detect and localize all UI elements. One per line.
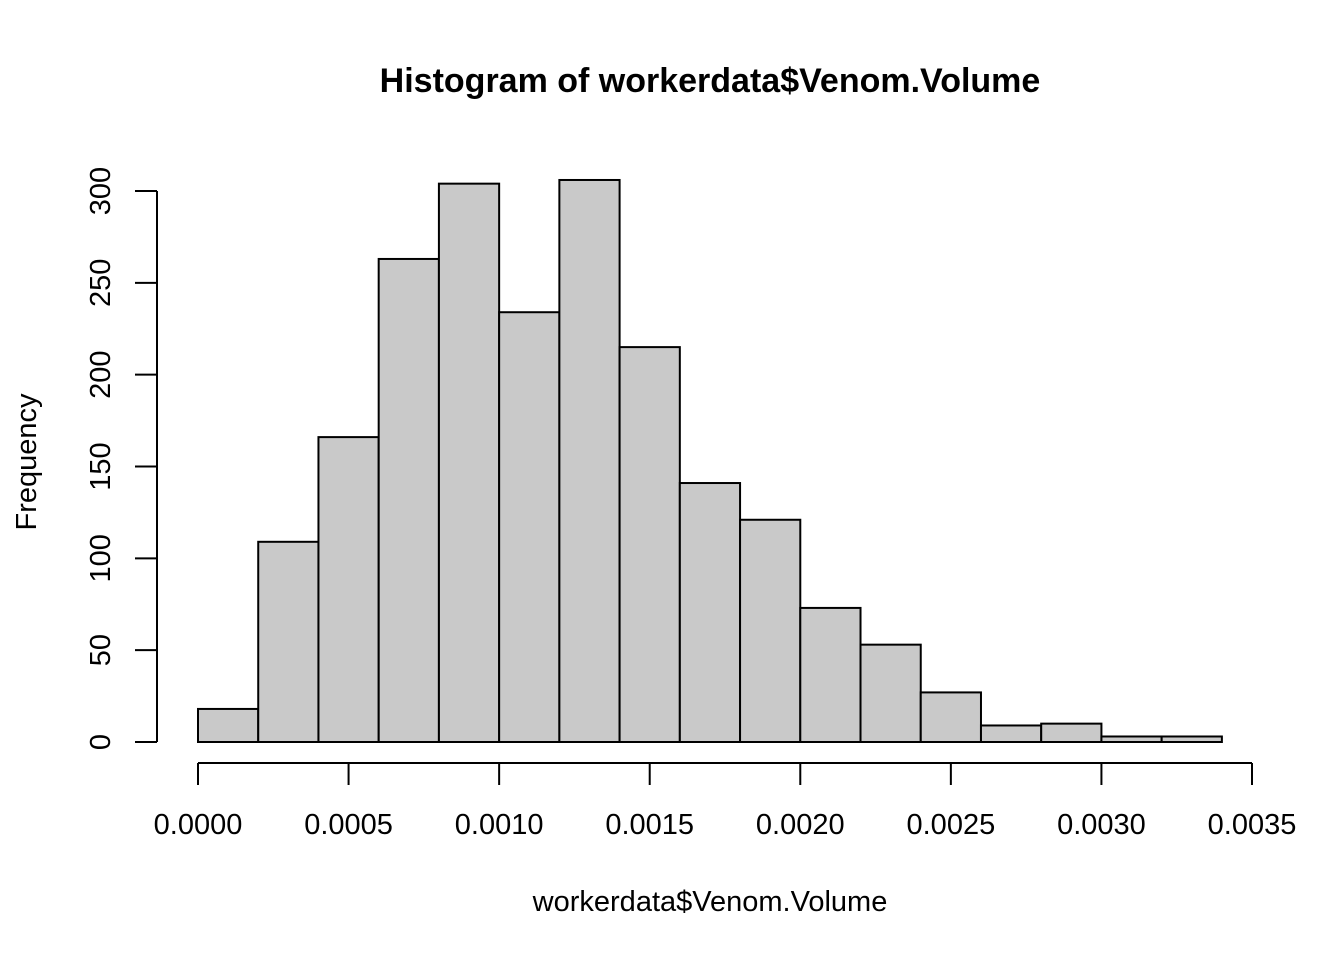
x-tick-label: 0.0025 xyxy=(907,809,996,841)
chart-title: Histogram of workerdata$Venom.Volume xyxy=(380,62,1041,100)
histogram-bar xyxy=(859,643,922,744)
histogram-bar xyxy=(197,707,260,744)
histogram-bar xyxy=(558,178,621,744)
y-axis: 0 50 100 150 200 250 300 xyxy=(85,167,158,750)
histogram-bar xyxy=(618,346,681,743)
x-tick-label: 0.0035 xyxy=(1208,809,1297,841)
x-tick-label: 0.0005 xyxy=(304,809,393,841)
x-tick-label: 0.0030 xyxy=(1057,809,1146,841)
histogram-bar xyxy=(799,606,862,743)
histogram-bar xyxy=(739,518,802,743)
histogram-bar xyxy=(498,311,561,743)
histogram-bar xyxy=(377,257,440,743)
y-tick-label: 100 xyxy=(85,534,117,582)
y-axis-label: Frequency xyxy=(11,393,43,531)
x-tick-label: 0.0015 xyxy=(605,809,694,841)
histogram-bar xyxy=(919,691,982,743)
y-tick-label: 150 xyxy=(85,442,117,490)
histogram-bar xyxy=(257,540,320,744)
y-tick-label: 50 xyxy=(85,634,117,666)
histogram-bar xyxy=(437,182,501,744)
bars-group xyxy=(197,178,1223,744)
histogram-bar xyxy=(317,436,380,743)
histogram-bar xyxy=(678,482,742,743)
x-tick-label: 0.0010 xyxy=(455,809,544,841)
histogram-bar xyxy=(979,724,1043,743)
y-tick-label: 0 xyxy=(85,734,117,750)
x-tick-label: 0.0000 xyxy=(154,809,243,841)
x-axis-label: workerdata$Venom.Volume xyxy=(532,886,888,918)
histogram-bar xyxy=(1160,735,1223,743)
x-axis: 0.0000 0.0005 0.0010 0.0015 0.0020 0.0025 0.00… xyxy=(154,762,1297,841)
y-tick-label: 250 xyxy=(85,259,117,307)
histogram-bar xyxy=(1040,722,1103,744)
histogram-bar xyxy=(1100,735,1163,743)
y-tick-label: 300 xyxy=(85,167,117,215)
x-tick-label: 0.0020 xyxy=(756,809,845,841)
y-tick-label: 200 xyxy=(85,350,117,398)
